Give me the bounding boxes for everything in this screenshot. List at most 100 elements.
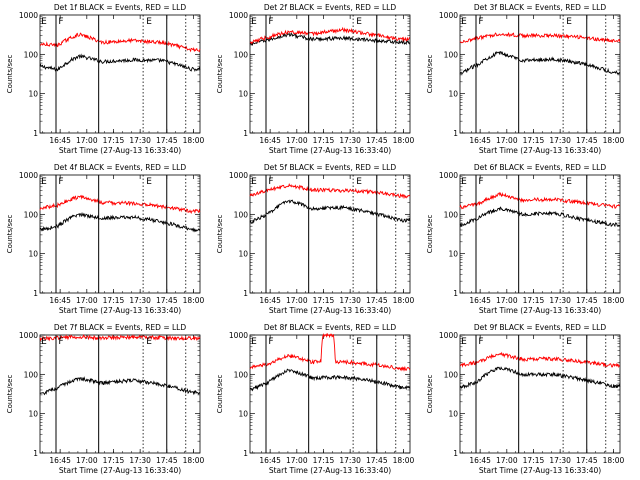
x-axis-label: Start Time (27-Aug-13 16:33:40) (479, 146, 601, 155)
x-tick-label: 17:30 (549, 456, 571, 465)
y-tick-label: 1 (453, 129, 458, 138)
x-tick-label: 17:30 (549, 296, 571, 305)
region-label: E (356, 17, 362, 27)
y-tick-label: 100 (234, 370, 249, 379)
region-label: F (58, 337, 63, 347)
chart-title: Det 3f BLACK = Events, RED = LLD (474, 3, 607, 12)
plot-frame (39, 14, 201, 134)
region-label: F (478, 177, 483, 187)
x-axis-label: Start Time (27-Aug-13 16:33:40) (479, 466, 601, 475)
series-line-lld (39, 334, 201, 342)
x-tick-label: 17:45 (576, 296, 598, 305)
region-label: E (566, 17, 572, 27)
y-axis-label: Counts/sec (216, 215, 224, 254)
chart-panel: Det 6f BLACK = Events, RED = LLD 1 10 100 10… (426, 163, 625, 315)
x-tick-label: 17:00 (286, 296, 308, 305)
region-label: F (58, 177, 63, 187)
y-tick-label: 1000 (439, 11, 458, 20)
region-label: E (146, 337, 152, 347)
x-axis-label: Start Time (27-Aug-13 16:33:40) (59, 306, 181, 315)
x-axis-label: Start Time (27-Aug-13 16:33:40) (269, 466, 391, 475)
region-label: E (356, 337, 362, 347)
region-label: E (41, 17, 47, 27)
region-label: F (58, 17, 63, 27)
chart-title: Det 9f BLACK = Events, RED = LLD (474, 323, 607, 332)
series-line-lld (459, 31, 621, 44)
x-tick-label: 16:45 (469, 456, 491, 465)
x-tick-label: 18:00 (183, 456, 205, 465)
series-line-events (39, 53, 201, 73)
region-label: E (251, 17, 257, 27)
region-label: F (268, 177, 273, 187)
x-tick-label: 16:45 (259, 136, 281, 145)
chart-title: Det 2f BLACK = Events, RED = LLD (264, 3, 397, 12)
region-label: E (356, 177, 362, 187)
plot-frame (249, 174, 411, 294)
y-tick-label: 1000 (229, 331, 248, 340)
x-tick-label: 17:45 (156, 456, 178, 465)
y-tick-label: 1000 (19, 171, 38, 180)
y-tick-label: 100 (444, 210, 459, 219)
y-axis-label: Counts/sec (6, 215, 14, 254)
y-tick-label: 100 (444, 50, 459, 59)
chart-panel: Det 5f BLACK = Events, RED = LLD 1 10 100 10… (216, 163, 415, 315)
chart-title: Det 1f BLACK = Events, RED = LLD (54, 3, 187, 12)
y-tick-label: 10 (238, 410, 248, 419)
x-tick-label: 17:15 (523, 456, 545, 465)
x-tick-label: 17:30 (339, 136, 361, 145)
x-tick-label: 17:15 (313, 136, 335, 145)
x-tick-label: 17:00 (76, 456, 98, 465)
y-tick-label: 10 (448, 250, 458, 259)
x-tick-label: 17:00 (286, 456, 308, 465)
plot-frame (39, 334, 201, 454)
x-axis-label: Start Time (27-Aug-13 16:33:40) (59, 146, 181, 155)
x-axis-label: Start Time (27-Aug-13 16:33:40) (269, 146, 391, 155)
chart-panel: Det 1f BLACK = Events, RED = LLD 1 10 100 10… (6, 3, 205, 155)
x-tick-label: 17:30 (339, 456, 361, 465)
y-tick-label: 1 (453, 289, 458, 298)
series-line-events (459, 51, 621, 75)
y-axis-label: Counts/sec (426, 55, 434, 94)
y-tick-label: 10 (448, 90, 458, 99)
chart-panel: Det 3f BLACK = Events, RED = LLD 1 10 100 10… (426, 3, 625, 155)
x-tick-label: 17:45 (576, 456, 598, 465)
series-line-events (249, 31, 411, 47)
y-tick-label: 1 (33, 289, 38, 298)
series-line-lld (249, 182, 411, 200)
plot-frame (249, 334, 411, 454)
region-label: E (251, 177, 257, 187)
y-tick-label: 100 (234, 210, 249, 219)
x-tick-label: 17:15 (313, 296, 335, 305)
x-tick-label: 17:15 (103, 456, 125, 465)
x-tick-label: 17:30 (129, 296, 151, 305)
y-tick-label: 1000 (439, 331, 458, 340)
y-tick-label: 1000 (439, 171, 458, 180)
region-label: F (478, 337, 483, 347)
y-tick-label: 100 (234, 50, 249, 59)
x-tick-label: 16:45 (259, 456, 281, 465)
x-tick-label: 17:30 (129, 136, 151, 145)
x-tick-label: 16:45 (469, 296, 491, 305)
series-line-lld (39, 32, 201, 53)
x-tick-label: 17:45 (156, 296, 178, 305)
y-tick-label: 1000 (229, 171, 248, 180)
y-tick-label: 100 (24, 50, 39, 59)
region-label: E (566, 177, 572, 187)
y-tick-label: 100 (444, 370, 459, 379)
series-line-events (459, 206, 621, 228)
plot-frame (249, 14, 411, 134)
chart-panel: Det 9f BLACK = Events, RED = LLD 1 10 100 10… (426, 323, 625, 475)
region-label: F (478, 17, 483, 27)
chart-title: Det 5f BLACK = Events, RED = LLD (264, 163, 397, 172)
chart-panel: Det 7f BLACK = Events, RED = LLD 1 10 100 10… (6, 323, 205, 475)
x-axis-label: Start Time (27-Aug-13 16:33:40) (59, 466, 181, 475)
chart-title: Det 7f BLACK = Events, RED = LLD (54, 323, 187, 332)
y-tick-label: 1 (33, 129, 38, 138)
chart-title: Det 8f BLACK = Events, RED = LLD (264, 323, 397, 332)
x-tick-label: 17:45 (366, 456, 388, 465)
y-axis-label: Counts/sec (216, 55, 224, 94)
series-line-events (459, 366, 621, 390)
chart-title: Det 6f BLACK = Events, RED = LLD (474, 163, 607, 172)
x-tick-label: 17:45 (576, 136, 598, 145)
x-tick-label: 16:45 (259, 296, 281, 305)
